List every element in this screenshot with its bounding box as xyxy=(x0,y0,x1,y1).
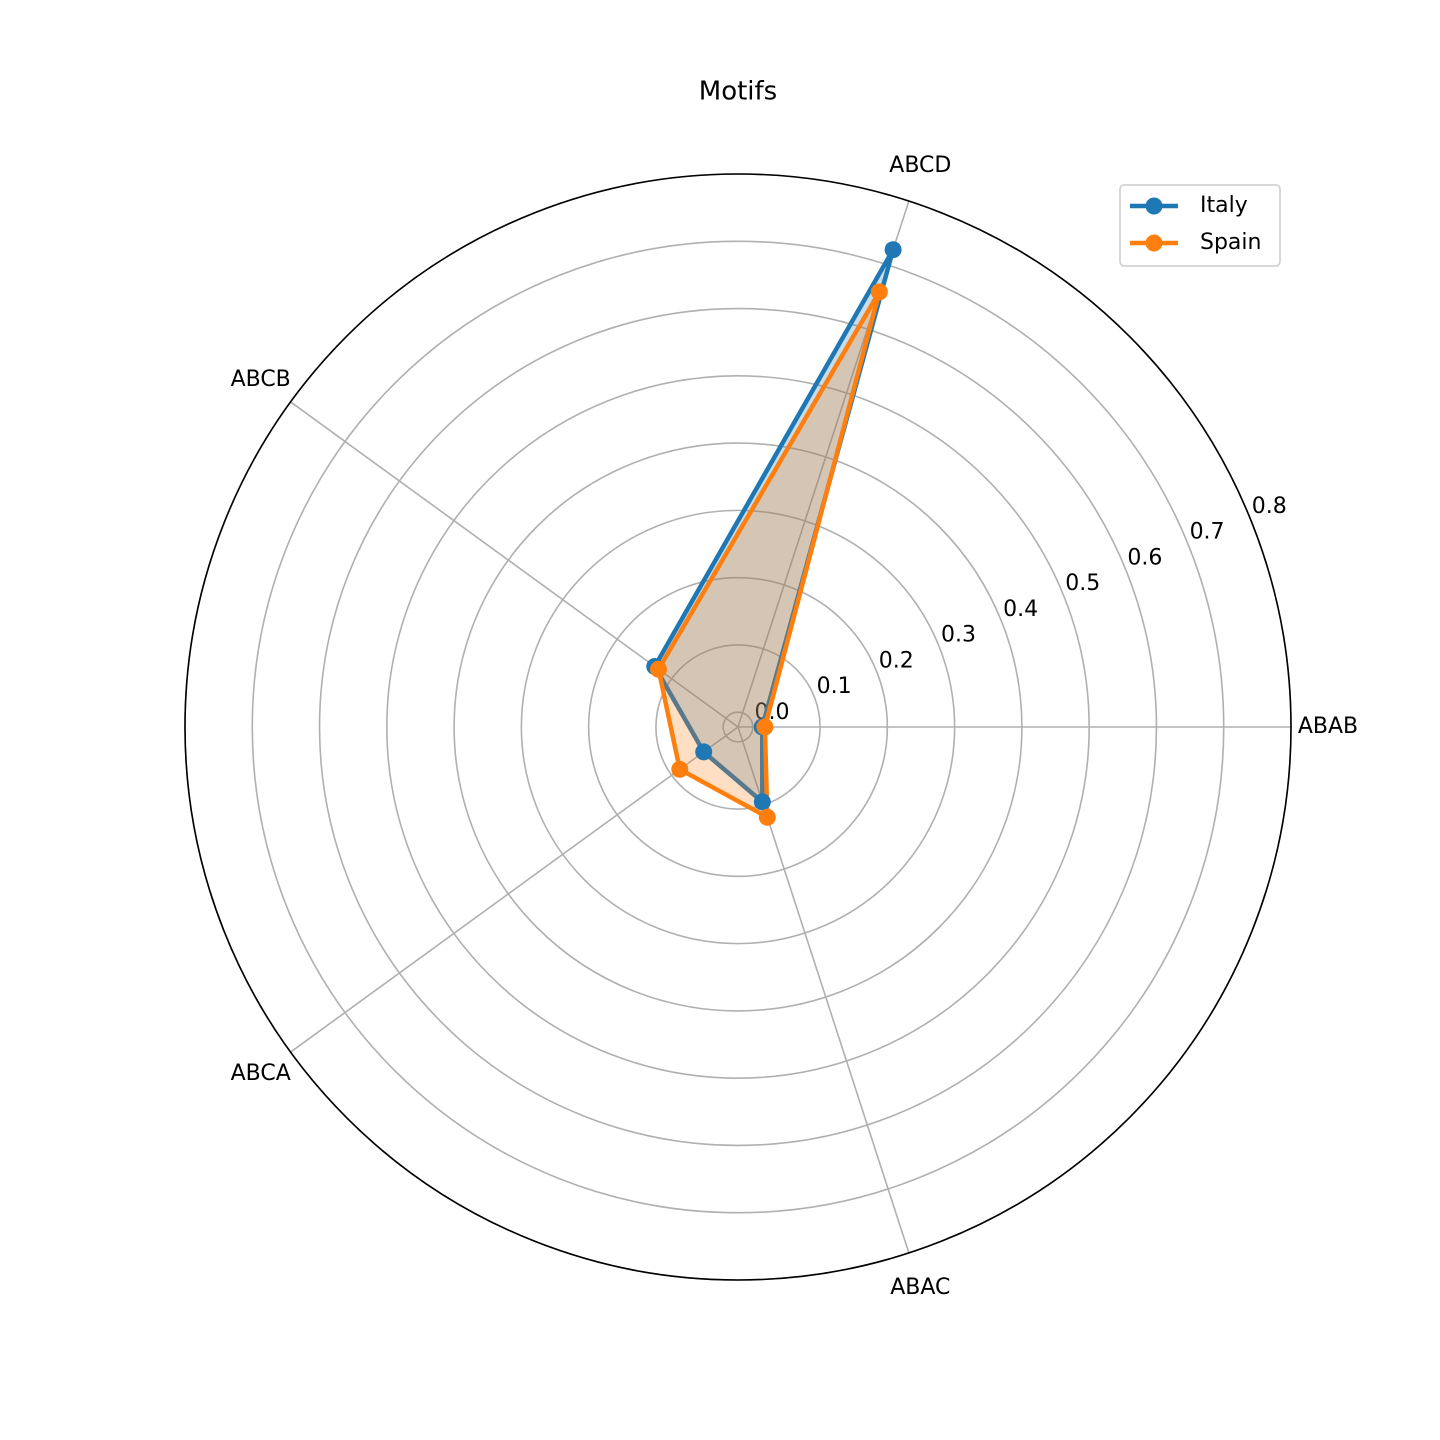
point xyxy=(758,808,776,826)
r-tick-label: 0.5 xyxy=(1065,571,1100,596)
legend-marker xyxy=(1145,234,1163,252)
series-area xyxy=(658,291,880,818)
r-tick-label: 0.3 xyxy=(941,623,976,648)
legend-label: Italy xyxy=(1200,193,1248,218)
r-tick-label: 0.2 xyxy=(879,648,914,673)
chart-title: Motifs xyxy=(699,77,777,107)
point xyxy=(650,660,668,678)
legend-label: Spain xyxy=(1200,230,1261,255)
point xyxy=(884,241,902,259)
point xyxy=(870,283,888,301)
r-tick-label: 0.6 xyxy=(1127,545,1162,570)
spoke xyxy=(290,726,739,1053)
point xyxy=(753,793,771,811)
point xyxy=(756,718,774,736)
category-label: ABCA xyxy=(231,1061,291,1086)
series-area xyxy=(654,249,894,802)
legend-marker xyxy=(1145,197,1163,215)
frame xyxy=(184,173,1292,1281)
r-tick-label: 0.7 xyxy=(1190,520,1225,545)
category-label: ABAB xyxy=(1298,714,1358,739)
point xyxy=(671,760,689,778)
category-label: ABAC xyxy=(890,1275,950,1300)
category-label: ABCD xyxy=(889,153,951,178)
category-label: ABCB xyxy=(231,367,291,392)
r-tick-label: 0.1 xyxy=(817,674,852,699)
legend: Italy Spain xyxy=(1119,184,1281,267)
r-tick-label: 0.8 xyxy=(1252,494,1287,519)
point xyxy=(695,743,713,761)
r-tick-label: 0.4 xyxy=(1003,597,1038,622)
